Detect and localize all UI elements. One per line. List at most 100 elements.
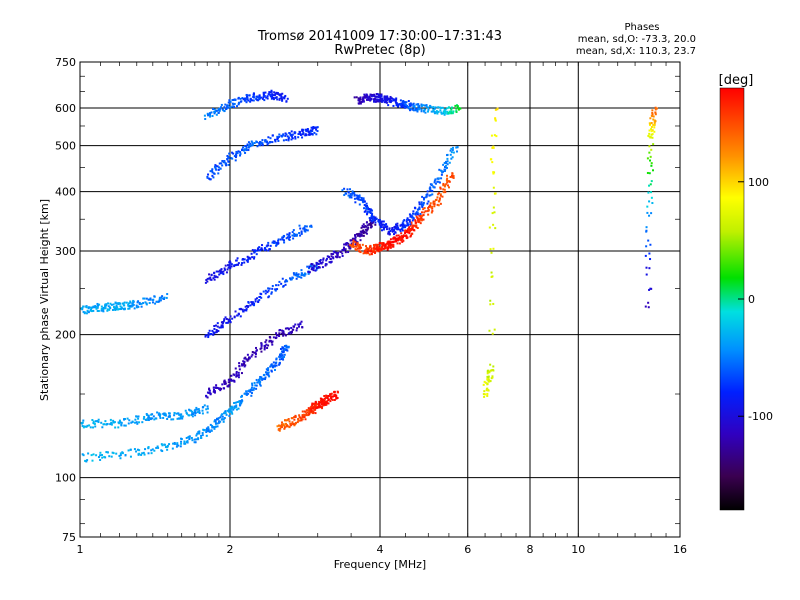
data-point [245, 392, 248, 395]
data-point [287, 346, 290, 349]
data-point [185, 441, 188, 444]
data-point [358, 245, 361, 248]
data-point [647, 191, 650, 194]
data-point [399, 228, 402, 231]
data-point [220, 414, 223, 417]
data-point [260, 247, 263, 250]
data-point [441, 106, 444, 109]
data-point [171, 447, 174, 450]
data-point [452, 110, 455, 113]
data-point [235, 404, 238, 407]
data-point [136, 448, 139, 451]
phase-info-heading: Phases [624, 22, 659, 33]
data-point [356, 234, 359, 237]
data-point [240, 372, 243, 375]
data-point [102, 310, 105, 313]
data-point [378, 222, 381, 225]
data-point [432, 110, 435, 113]
data-point [435, 110, 438, 113]
data-point [296, 327, 299, 330]
data-point [405, 229, 408, 232]
data-point [95, 454, 98, 457]
data-point [119, 302, 122, 305]
data-point [355, 197, 358, 200]
data-point [255, 346, 258, 349]
data-point [384, 243, 387, 246]
data-point [392, 233, 395, 236]
data-point [409, 215, 412, 218]
data-point [427, 110, 430, 113]
data-point [436, 193, 439, 196]
data-point [283, 97, 286, 100]
data-point [427, 106, 430, 109]
y-tick-label: 75 [62, 531, 76, 544]
data-point [400, 235, 403, 238]
data-point [130, 421, 133, 424]
data-point [222, 273, 225, 276]
data-point [364, 204, 367, 207]
data-point [151, 413, 154, 416]
data-point [369, 219, 372, 222]
data-point [303, 416, 306, 419]
data-point [193, 409, 196, 412]
y-tick-label: 500 [55, 140, 76, 153]
data-point [234, 153, 237, 156]
data-point [153, 449, 156, 452]
data-point [422, 201, 425, 204]
data-point [368, 211, 371, 214]
data-point [446, 160, 449, 163]
data-point [308, 225, 311, 228]
data-point [301, 272, 304, 275]
data-point [307, 407, 310, 410]
data-point [264, 289, 267, 292]
data-point [253, 251, 256, 254]
data-point [408, 219, 411, 222]
data-point [242, 146, 245, 149]
data-point [364, 96, 367, 99]
data-point [409, 227, 412, 230]
data-point [440, 106, 443, 109]
data-point [324, 402, 327, 405]
data-point [251, 384, 254, 387]
data-point [210, 278, 213, 281]
data-point [376, 92, 379, 95]
data-point [306, 411, 309, 414]
data-point [386, 241, 389, 244]
data-point [213, 108, 216, 111]
data-point [448, 161, 451, 164]
data-point [449, 153, 452, 156]
data-point [363, 93, 366, 96]
data-point [416, 211, 419, 214]
data-point [266, 373, 269, 376]
data-point [243, 365, 246, 368]
data-point [156, 445, 159, 448]
data-point [290, 326, 293, 329]
data-point [373, 251, 376, 254]
data-point [299, 133, 302, 136]
data-point [229, 261, 232, 264]
data-point [228, 99, 231, 102]
data-point [206, 280, 209, 283]
data-point [320, 406, 323, 409]
data-point [147, 446, 150, 449]
data-point [433, 181, 436, 184]
data-point [167, 415, 170, 418]
data-point [402, 234, 405, 237]
data-point [338, 256, 341, 259]
data-point [231, 157, 234, 160]
data-point [437, 177, 440, 180]
data-point [419, 212, 422, 215]
data-point [173, 414, 176, 417]
data-point [261, 244, 264, 247]
data-point [337, 391, 340, 394]
data-point [146, 414, 149, 417]
data-point [310, 225, 313, 228]
data-point [391, 227, 394, 230]
data-point [148, 298, 151, 301]
data-point [236, 314, 239, 317]
data-point [249, 390, 252, 393]
data-point [646, 157, 649, 160]
data-point [256, 145, 259, 148]
data-point [214, 324, 217, 327]
